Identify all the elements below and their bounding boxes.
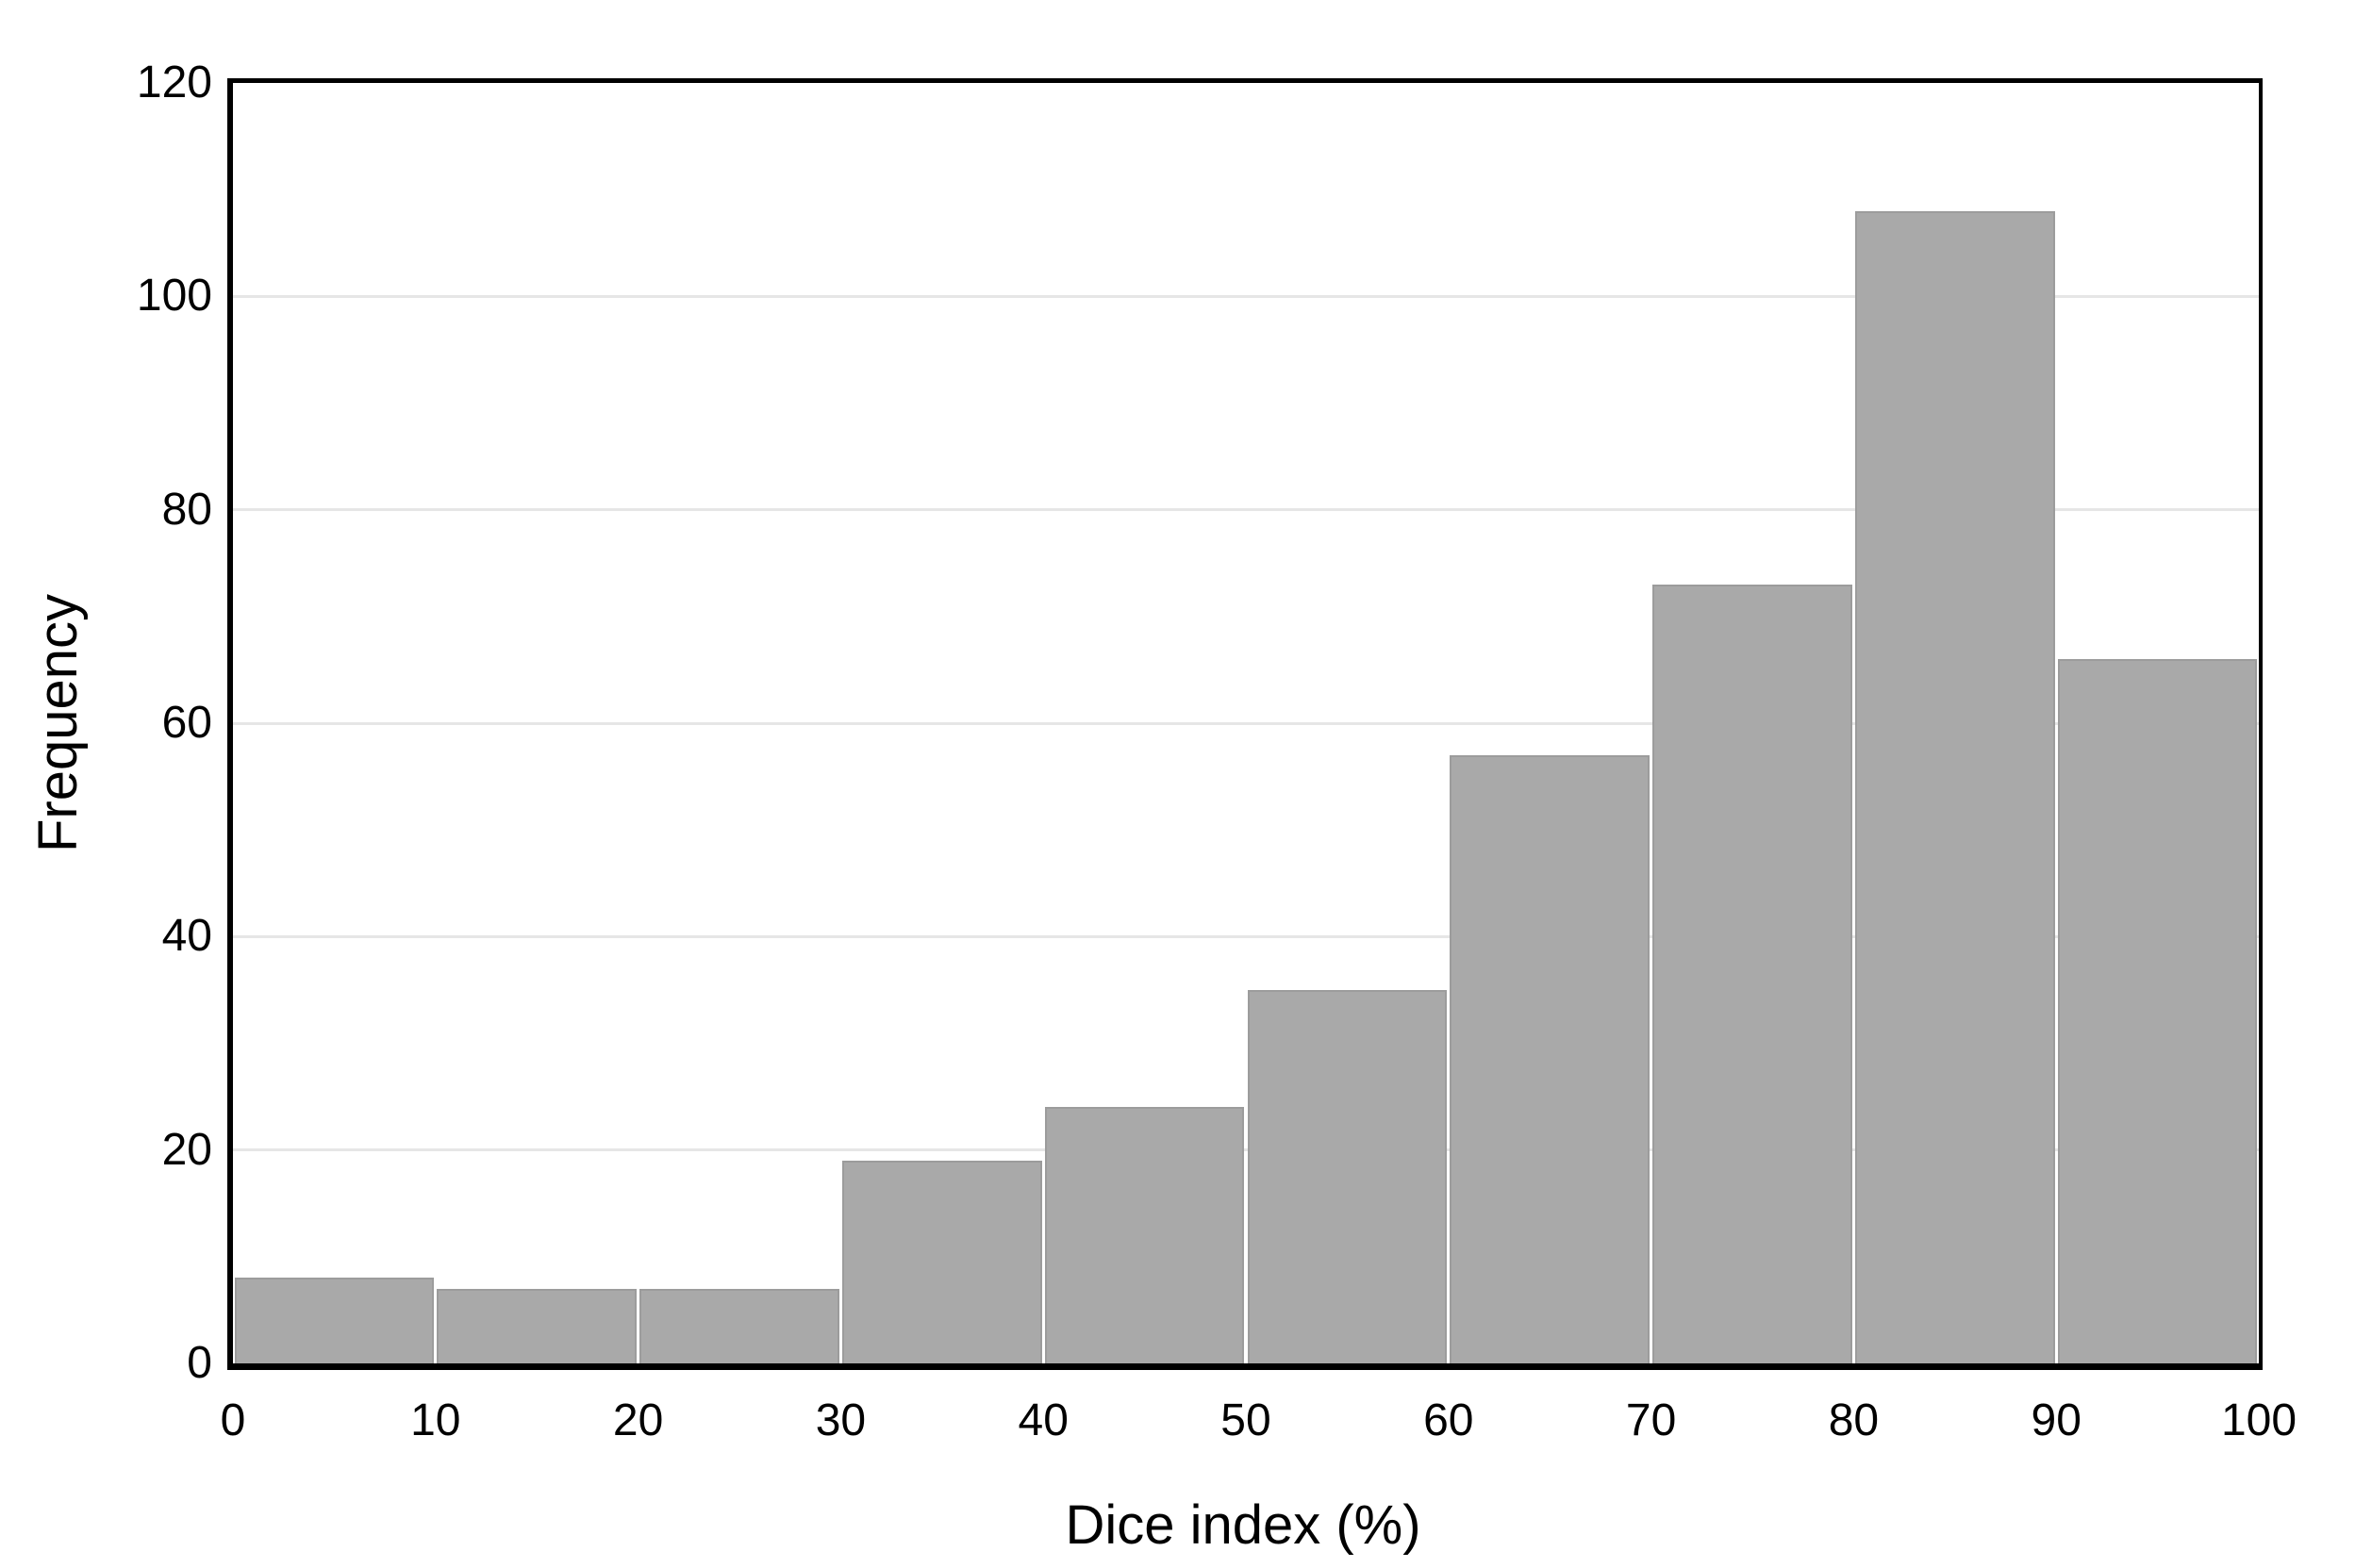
histogram-bar-50-60 bbox=[1247, 989, 1448, 1363]
x-axis-title: Dice index (%) bbox=[1065, 1494, 1421, 1556]
x-tick-label-90: 90 bbox=[2031, 1395, 2082, 1445]
x-tick-label-70: 70 bbox=[1625, 1395, 1677, 1445]
x-tick-label-0: 0 bbox=[220, 1395, 246, 1445]
y-tick-label-0: 0 bbox=[187, 1338, 212, 1388]
x-tick-label-30: 30 bbox=[815, 1395, 867, 1445]
y-tick-label-100: 100 bbox=[136, 271, 212, 322]
gridline-y-40 bbox=[233, 934, 2259, 938]
y-tick-label-40: 40 bbox=[161, 911, 212, 962]
histogram-bar-40-50 bbox=[1044, 1107, 1245, 1363]
gridline-y-80 bbox=[233, 508, 2259, 512]
y-tick-label-80: 80 bbox=[161, 484, 212, 535]
gridline-y-60 bbox=[233, 721, 2259, 725]
x-tick-label-60: 60 bbox=[1423, 1395, 1474, 1445]
histogram-bar-80-90 bbox=[1854, 210, 2055, 1363]
gridline-y-20 bbox=[233, 1148, 2259, 1152]
histogram-bar-30-40 bbox=[841, 1160, 1042, 1363]
histogram-bar-70-80 bbox=[1652, 584, 1852, 1363]
x-tick-label-20: 20 bbox=[612, 1395, 664, 1445]
plot-area bbox=[227, 78, 2263, 1370]
x-tick-label-80: 80 bbox=[1828, 1395, 1880, 1445]
histogram-bar-20-30 bbox=[639, 1288, 839, 1363]
x-tick-label-40: 40 bbox=[1018, 1395, 1069, 1445]
y-tick-label-120: 120 bbox=[136, 58, 212, 107]
histogram-bar-60-70 bbox=[1450, 754, 1650, 1363]
x-tick-label-10: 10 bbox=[410, 1395, 461, 1445]
gridline-y-100 bbox=[233, 294, 2259, 298]
histogram-bar-90-100 bbox=[2057, 659, 2258, 1363]
x-tick-label-50: 50 bbox=[1220, 1395, 1271, 1445]
y-tick-label-20: 20 bbox=[161, 1124, 212, 1175]
x-tick-label-100: 100 bbox=[2220, 1395, 2297, 1445]
histogram-bar-10-20 bbox=[437, 1288, 638, 1363]
histogram-bar-0-10 bbox=[234, 1278, 435, 1363]
y-tick-label-60: 60 bbox=[161, 698, 212, 748]
